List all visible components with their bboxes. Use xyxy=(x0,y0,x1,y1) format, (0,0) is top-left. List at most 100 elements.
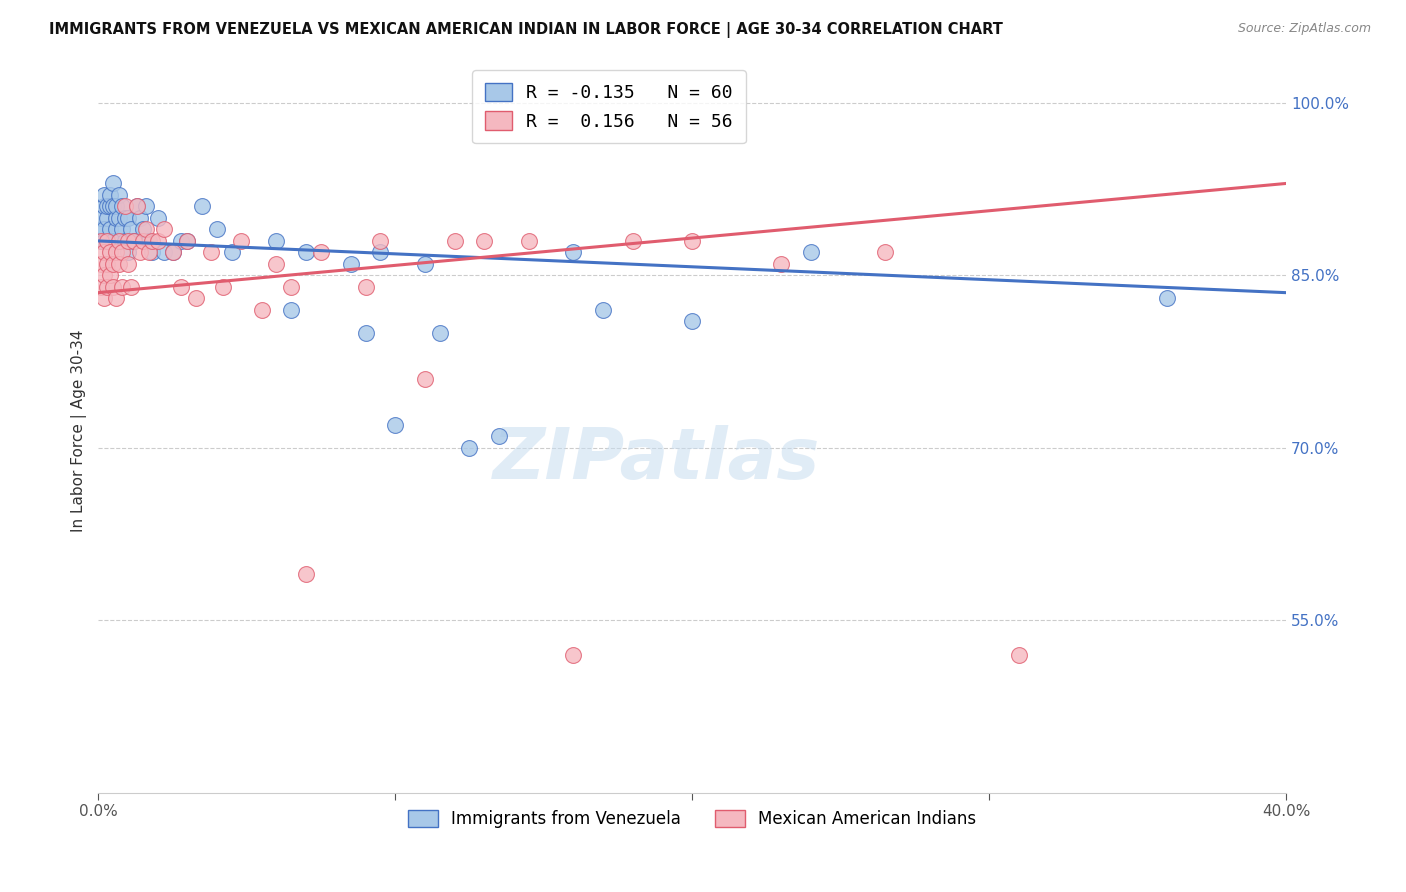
Point xyxy=(93,268,115,283)
Point xyxy=(111,245,134,260)
Point xyxy=(354,326,377,340)
Point xyxy=(114,211,136,225)
Point xyxy=(562,245,585,260)
Point xyxy=(413,257,436,271)
Point xyxy=(681,314,703,328)
Point xyxy=(105,245,128,260)
Point xyxy=(105,199,128,213)
Point xyxy=(370,234,392,248)
Point xyxy=(108,234,131,248)
Point xyxy=(98,199,121,213)
Point xyxy=(117,257,139,271)
Point xyxy=(98,245,121,260)
Point xyxy=(1008,648,1031,662)
Text: IMMIGRANTS FROM VENEZUELA VS MEXICAN AMERICAN INDIAN IN LABOR FORCE | AGE 30-34 : IMMIGRANTS FROM VENEZUELA VS MEXICAN AME… xyxy=(49,22,1002,38)
Text: Source: ZipAtlas.com: Source: ZipAtlas.com xyxy=(1237,22,1371,36)
Point xyxy=(429,326,451,340)
Point xyxy=(138,234,160,248)
Point xyxy=(135,222,157,236)
Point xyxy=(96,280,118,294)
Point xyxy=(93,188,115,202)
Point xyxy=(413,372,436,386)
Point xyxy=(280,302,302,317)
Point xyxy=(250,302,273,317)
Point xyxy=(191,199,214,213)
Point xyxy=(114,199,136,213)
Point xyxy=(162,245,184,260)
Point xyxy=(146,211,169,225)
Point xyxy=(205,222,228,236)
Point xyxy=(562,648,585,662)
Point xyxy=(135,199,157,213)
Point xyxy=(129,245,152,260)
Point xyxy=(280,280,302,294)
Point xyxy=(295,245,318,260)
Point xyxy=(120,222,142,236)
Point xyxy=(90,222,112,236)
Point xyxy=(295,567,318,582)
Point xyxy=(200,245,222,260)
Point xyxy=(132,222,155,236)
Point xyxy=(339,257,361,271)
Point xyxy=(90,211,112,225)
Point xyxy=(98,222,121,236)
Point xyxy=(152,222,174,236)
Point xyxy=(120,280,142,294)
Point xyxy=(266,257,288,271)
Point xyxy=(114,234,136,248)
Point xyxy=(162,245,184,260)
Point xyxy=(93,199,115,213)
Point xyxy=(221,245,243,260)
Point xyxy=(96,199,118,213)
Point xyxy=(111,280,134,294)
Point xyxy=(122,234,145,248)
Point xyxy=(103,280,125,294)
Point xyxy=(125,199,148,213)
Point xyxy=(229,234,252,248)
Point xyxy=(354,280,377,294)
Point xyxy=(90,257,112,271)
Point xyxy=(103,177,125,191)
Point xyxy=(472,234,495,248)
Point xyxy=(103,199,125,213)
Point xyxy=(90,234,112,248)
Point xyxy=(770,257,793,271)
Point xyxy=(93,292,115,306)
Point xyxy=(117,234,139,248)
Point xyxy=(800,245,823,260)
Point xyxy=(90,280,112,294)
Point xyxy=(105,222,128,236)
Point xyxy=(122,234,145,248)
Point xyxy=(309,245,332,260)
Point xyxy=(103,234,125,248)
Legend: Immigrants from Venezuela, Mexican American Indians: Immigrants from Venezuela, Mexican Ameri… xyxy=(402,804,983,835)
Point xyxy=(96,211,118,225)
Point xyxy=(176,234,198,248)
Point xyxy=(146,234,169,248)
Point xyxy=(108,257,131,271)
Y-axis label: In Labor Force | Age 30-34: In Labor Force | Age 30-34 xyxy=(72,329,87,532)
Point xyxy=(176,234,198,248)
Point xyxy=(141,245,163,260)
Point xyxy=(384,417,406,432)
Point xyxy=(621,234,644,248)
Point xyxy=(93,234,115,248)
Point xyxy=(266,234,288,248)
Point xyxy=(98,188,121,202)
Point xyxy=(103,257,125,271)
Point xyxy=(111,199,134,213)
Point xyxy=(117,211,139,225)
Point xyxy=(152,245,174,260)
Point xyxy=(98,268,121,283)
Point xyxy=(96,257,118,271)
Point xyxy=(517,234,540,248)
Point xyxy=(90,234,112,248)
Point xyxy=(443,234,465,248)
Point xyxy=(129,211,152,225)
Point xyxy=(117,245,139,260)
Point xyxy=(96,234,118,248)
Point xyxy=(111,222,134,236)
Point xyxy=(108,234,131,248)
Point xyxy=(93,245,115,260)
Point xyxy=(108,211,131,225)
